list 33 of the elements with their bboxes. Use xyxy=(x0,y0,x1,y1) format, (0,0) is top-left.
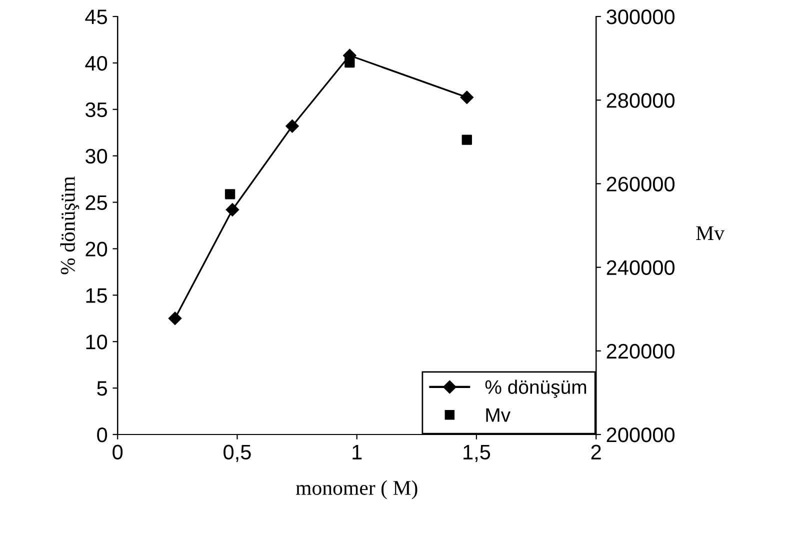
y-tick-label: 5 xyxy=(97,381,107,396)
y-axis-title: % dönüşüm xyxy=(60,176,80,274)
y-tick-label: 30 xyxy=(85,148,108,164)
point xyxy=(286,120,299,133)
point xyxy=(168,312,182,325)
y2-tick-label: 260000 xyxy=(606,176,675,192)
y-tick-label: 45 xyxy=(85,10,107,24)
point xyxy=(224,189,236,200)
x-tick-label: 1,5 xyxy=(464,444,490,462)
y-tick-label: 25 xyxy=(86,195,107,210)
y-tick-label: 10 xyxy=(86,334,108,350)
x-axis-title: monomer ( M) xyxy=(296,480,418,500)
point xyxy=(344,57,355,68)
y2-tick-label: 300000 xyxy=(606,10,675,24)
y2-tick-label: 240000 xyxy=(606,260,675,276)
point xyxy=(226,203,240,216)
y-tick-label: 15 xyxy=(86,288,107,303)
y-tick-label: 20 xyxy=(86,242,108,256)
point xyxy=(462,134,472,145)
point xyxy=(460,90,474,104)
y-tick-label: 0 xyxy=(97,428,108,442)
x-tick-label: 0 xyxy=(112,444,123,460)
y2-tick-label: 200000 xyxy=(606,428,675,442)
x-tick-label: 0,5 xyxy=(224,444,251,462)
legend-label: % dönüşüm xyxy=(485,380,586,398)
y2-tick-label: 280000 xyxy=(606,93,675,108)
y-tick-label: 40 xyxy=(85,56,108,71)
legend-label: Mv xyxy=(486,408,511,422)
x-tick-label: 1 xyxy=(352,444,362,460)
y2-axis-title: Mv xyxy=(696,226,725,240)
x-tick-label: 2 xyxy=(591,444,601,460)
y2-tick-label: 220000 xyxy=(606,344,675,359)
y-tick-label: 35 xyxy=(85,102,107,118)
